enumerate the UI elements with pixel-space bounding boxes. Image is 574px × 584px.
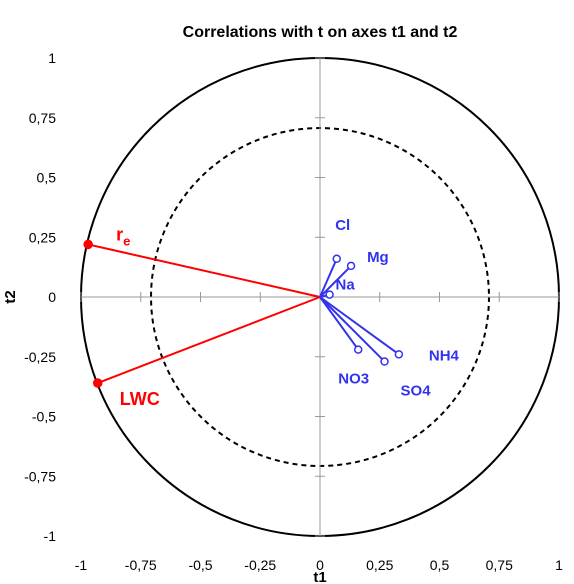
label-cl: Cl — [335, 217, 350, 234]
y-tick-label: 0 — [48, 289, 56, 305]
y-axis-label: t2 — [2, 290, 19, 303]
y-tick-label: -0,25 — [24, 349, 56, 365]
point-cl — [332, 254, 341, 264]
variable-vectors — [83, 239, 404, 388]
y-tick-label: -0,75 — [24, 468, 56, 484]
label-no3: NO3 — [338, 371, 369, 388]
vector-lwc — [97, 296, 321, 384]
y-tick-label: 0,75 — [29, 110, 56, 126]
point-nh4 — [394, 350, 404, 359]
y-tick-label: 1 — [48, 50, 56, 66]
point-so4 — [380, 357, 389, 366]
label-re: re — [116, 224, 130, 248]
x-tick-label: 0,25 — [366, 557, 393, 573]
x-tick-label: 1 — [555, 557, 563, 573]
label-na: Na — [336, 277, 356, 294]
vector-nh4 — [319, 296, 400, 356]
vector-re — [87, 243, 321, 298]
point-no3 — [353, 345, 363, 354]
y-tick-label: 0,5 — [37, 170, 57, 186]
x-tick-label: -0,25 — [244, 557, 276, 573]
vector-so4 — [319, 296, 386, 363]
point-mg — [346, 261, 356, 271]
x-tick-label: -0,75 — [125, 557, 157, 573]
vector-cl — [319, 258, 338, 298]
y-tick-label: -0,5 — [32, 409, 56, 425]
y-tick-label: -1 — [44, 528, 57, 544]
label-so4: SO4 — [401, 383, 432, 400]
vector-mg — [319, 265, 352, 298]
point-lwc — [92, 378, 103, 388]
point-na — [325, 290, 334, 299]
label-mg: Mg — [367, 249, 389, 266]
chart-title: Correlations with t on axes t1 and t2 — [183, 24, 458, 41]
label-subscript: e — [123, 233, 130, 248]
variable-labels: re LWC Cl Mg Na NH4 SO4 NO3 — [116, 217, 459, 409]
tick-labels: -1 -0,75 -0,5 -0,25 0 0,25 0,5 0,75 1 1 0,75 0,5 0,2… — [24, 50, 563, 573]
x-tick-label: -0,5 — [188, 557, 212, 573]
x-tick-label: 0 — [316, 557, 324, 573]
x-tick-label: 0,75 — [486, 557, 513, 573]
label-nh4: NH4 — [429, 347, 460, 364]
x-tick-label: -1 — [75, 557, 88, 573]
vector-no3 — [319, 296, 360, 351]
label-lwc: LWC — [120, 389, 160, 409]
y-tick-label: 0,25 — [29, 229, 56, 245]
x-axis-label: t1 — [313, 569, 326, 584]
x-tick-label: 0,5 — [430, 557, 450, 573]
point-re — [83, 239, 93, 250]
